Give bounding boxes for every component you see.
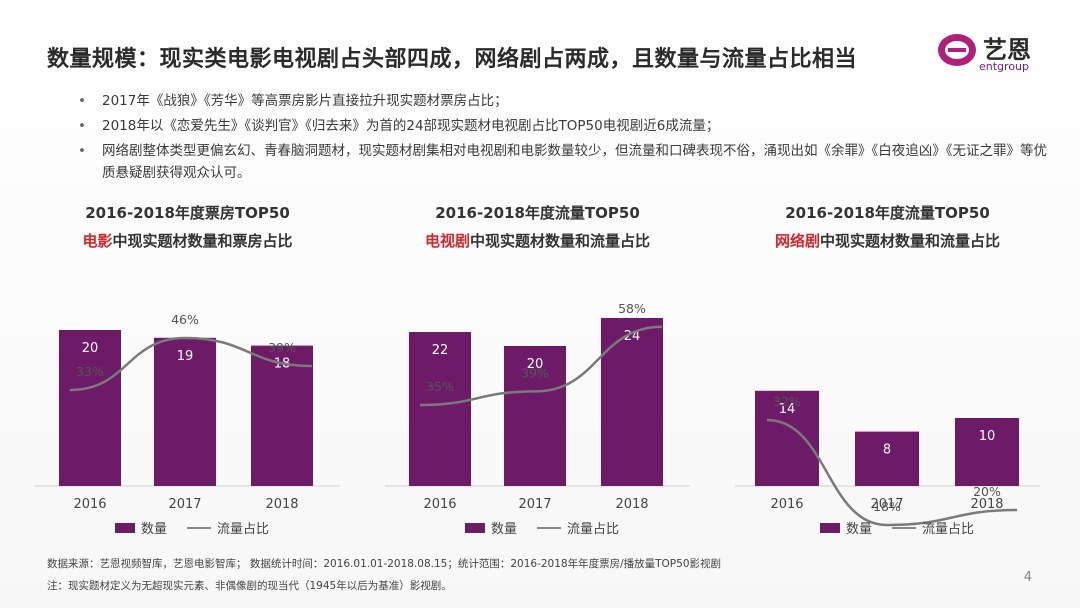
line-value-label: 35% <box>426 379 454 394</box>
bar-value-label: 10 <box>979 429 996 444</box>
footer-source: 数据来源：艺恩视频智库，艺恩电影智库； 数据统计时间：2016.01.01-20… <box>47 558 722 570</box>
x-tick-label: 2018 <box>615 497 648 512</box>
x-tick-label: 2018 <box>265 497 298 512</box>
bar <box>955 418 1019 486</box>
bar <box>504 346 566 486</box>
chart-legend: 数量 流量占比 <box>115 518 269 537</box>
bar <box>409 332 471 486</box>
legend-line-label: 流量占比 <box>217 522 270 537</box>
legend-line-swatch <box>892 526 917 529</box>
bar-value-label: 8 <box>883 443 891 458</box>
chart-title: 2016-2018年度流量TOP50 <box>435 204 640 222</box>
x-tick-label: 2016 <box>770 497 803 512</box>
line-value-label: 18% <box>873 499 901 514</box>
legend-line-swatch <box>537 526 562 529</box>
x-tick-label: 2017 <box>870 497 903 512</box>
bar-value-label: 20 <box>82 341 99 356</box>
x-tick-label: 2017 <box>168 497 201 512</box>
chart-legend: 数量 流量占比 <box>465 518 619 537</box>
bar-value-label: 14 <box>779 402 796 417</box>
line-value-label: 32% <box>773 394 801 409</box>
chart-subtitle-rest: 中现实题材数量和流量占比 <box>820 232 1001 250</box>
bar <box>855 431 919 486</box>
chart-subtitle: 电影中现实题材数量和票房占比 <box>35 230 340 251</box>
legend-line-label: 流量占比 <box>567 522 620 537</box>
legend-bar-label: 数量 <box>491 522 518 537</box>
line-value-label: 58% <box>618 301 646 316</box>
chart-subtitle-highlight: 电视剧 <box>424 232 470 250</box>
chart-legend: 数量 流量占比 <box>820 518 974 537</box>
legend-bar-swatch <box>820 522 840 533</box>
legend-bar-label: 数量 <box>141 522 168 537</box>
entgroup-logo-icon <box>938 34 976 66</box>
logo-name: 艺恩 <box>983 36 1031 64</box>
chart-subtitle: 网络剧中现实题材数量和流量占比 <box>735 230 1040 251</box>
legend-bar-label: 数量 <box>846 522 873 537</box>
chart-title: 2016-2018年度流量TOP50 <box>785 204 990 222</box>
chart-plot: 22 2016 20 2017 24 2018 35% 39% 58% <box>385 301 690 512</box>
bar-value-label: 22 <box>432 343 449 358</box>
line-value-label: 39% <box>521 365 549 380</box>
legend-line-swatch <box>187 526 212 529</box>
bar <box>59 330 121 486</box>
x-tick-label: 2016 <box>73 497 106 512</box>
series-line <box>766 418 1018 527</box>
entgroup-logo: 艺恩 entgroup <box>935 30 1075 80</box>
chart-web-series: 2016-2018年度流量TOP50 网络剧中现实题材数量和流量占比 14 201… <box>735 200 1040 545</box>
series-line <box>69 336 313 392</box>
x-tick-label: 2018 <box>970 497 1003 512</box>
bar-value-label: 20 <box>527 357 544 372</box>
bar <box>251 345 313 486</box>
x-tick-label: 2017 <box>518 497 551 512</box>
series-line <box>419 325 663 407</box>
line-value-label: 39% <box>268 340 296 355</box>
chart-title: 2016-2018年度票房TOP50 <box>85 204 290 222</box>
footer-note: 注：现实题材定义为无超现实元素、非偶像剧的现当代（1945年以后为基准）影视剧。 <box>47 580 452 592</box>
logo-sub: entgroup <box>979 60 1029 73</box>
legend-bar-swatch <box>115 522 135 533</box>
chart-subtitle-rest: 中现实题材数量和流量占比 <box>470 232 651 250</box>
chart-subtitle-rest: 中现实题材数量和票房占比 <box>112 232 293 250</box>
page-title: 数量规模：现实类电影电视剧占头部四成，网络剧占两成，且数量与流量占比相当 <box>47 47 858 72</box>
chart-plot: 14 2016 8 2017 10 2018 32% 18% 20% <box>735 390 1040 527</box>
chart-subtitle: 电视剧中现实题材数量和流量占比 <box>385 230 690 251</box>
chart-tv: 2016-2018年度流量TOP50 电视剧中现实题材数量和流量占比 22 201… <box>385 200 690 545</box>
line-value-label: 33% <box>76 364 104 379</box>
x-tick-label: 2016 <box>423 497 456 512</box>
bar-value-label: 19 <box>177 349 194 364</box>
bullet-item: 2017年《战狼》《芳华》等高票房影片直接拉升现实题材票房占比； <box>72 90 1052 112</box>
bullet-item: 网络剧整体类型更偏玄幻、青春脑洞题材，现实题材剧集相对电视剧和电影数量较少，但流… <box>72 140 1052 184</box>
chart-film: 2016-2018年度票房TOP50 电影中现实题材数量和票房占比 20 2016… <box>35 200 340 545</box>
bar <box>154 337 216 486</box>
bullet-list: 2017年《战狼》《芳华》等高票房影片直接拉升现实题材票房占比； 2018年以《… <box>72 90 1052 187</box>
chart-subtitle-highlight: 网络剧 <box>774 232 820 250</box>
bar <box>755 390 819 486</box>
bar-value-label: 24 <box>624 329 641 344</box>
legend-line-label: 流量占比 <box>922 522 975 537</box>
line-value-label: 20% <box>973 484 1001 499</box>
legend-bar-swatch <box>465 522 485 533</box>
bullet-item: 2018年以《恋爱先生》《谈判官》《归去来》为首的24部现实题材电视剧占比TOP… <box>72 115 1052 137</box>
page-number: 4 <box>1023 570 1032 585</box>
chart-subtitle-highlight: 电影 <box>82 232 113 250</box>
line-value-label: 46% <box>171 312 199 327</box>
